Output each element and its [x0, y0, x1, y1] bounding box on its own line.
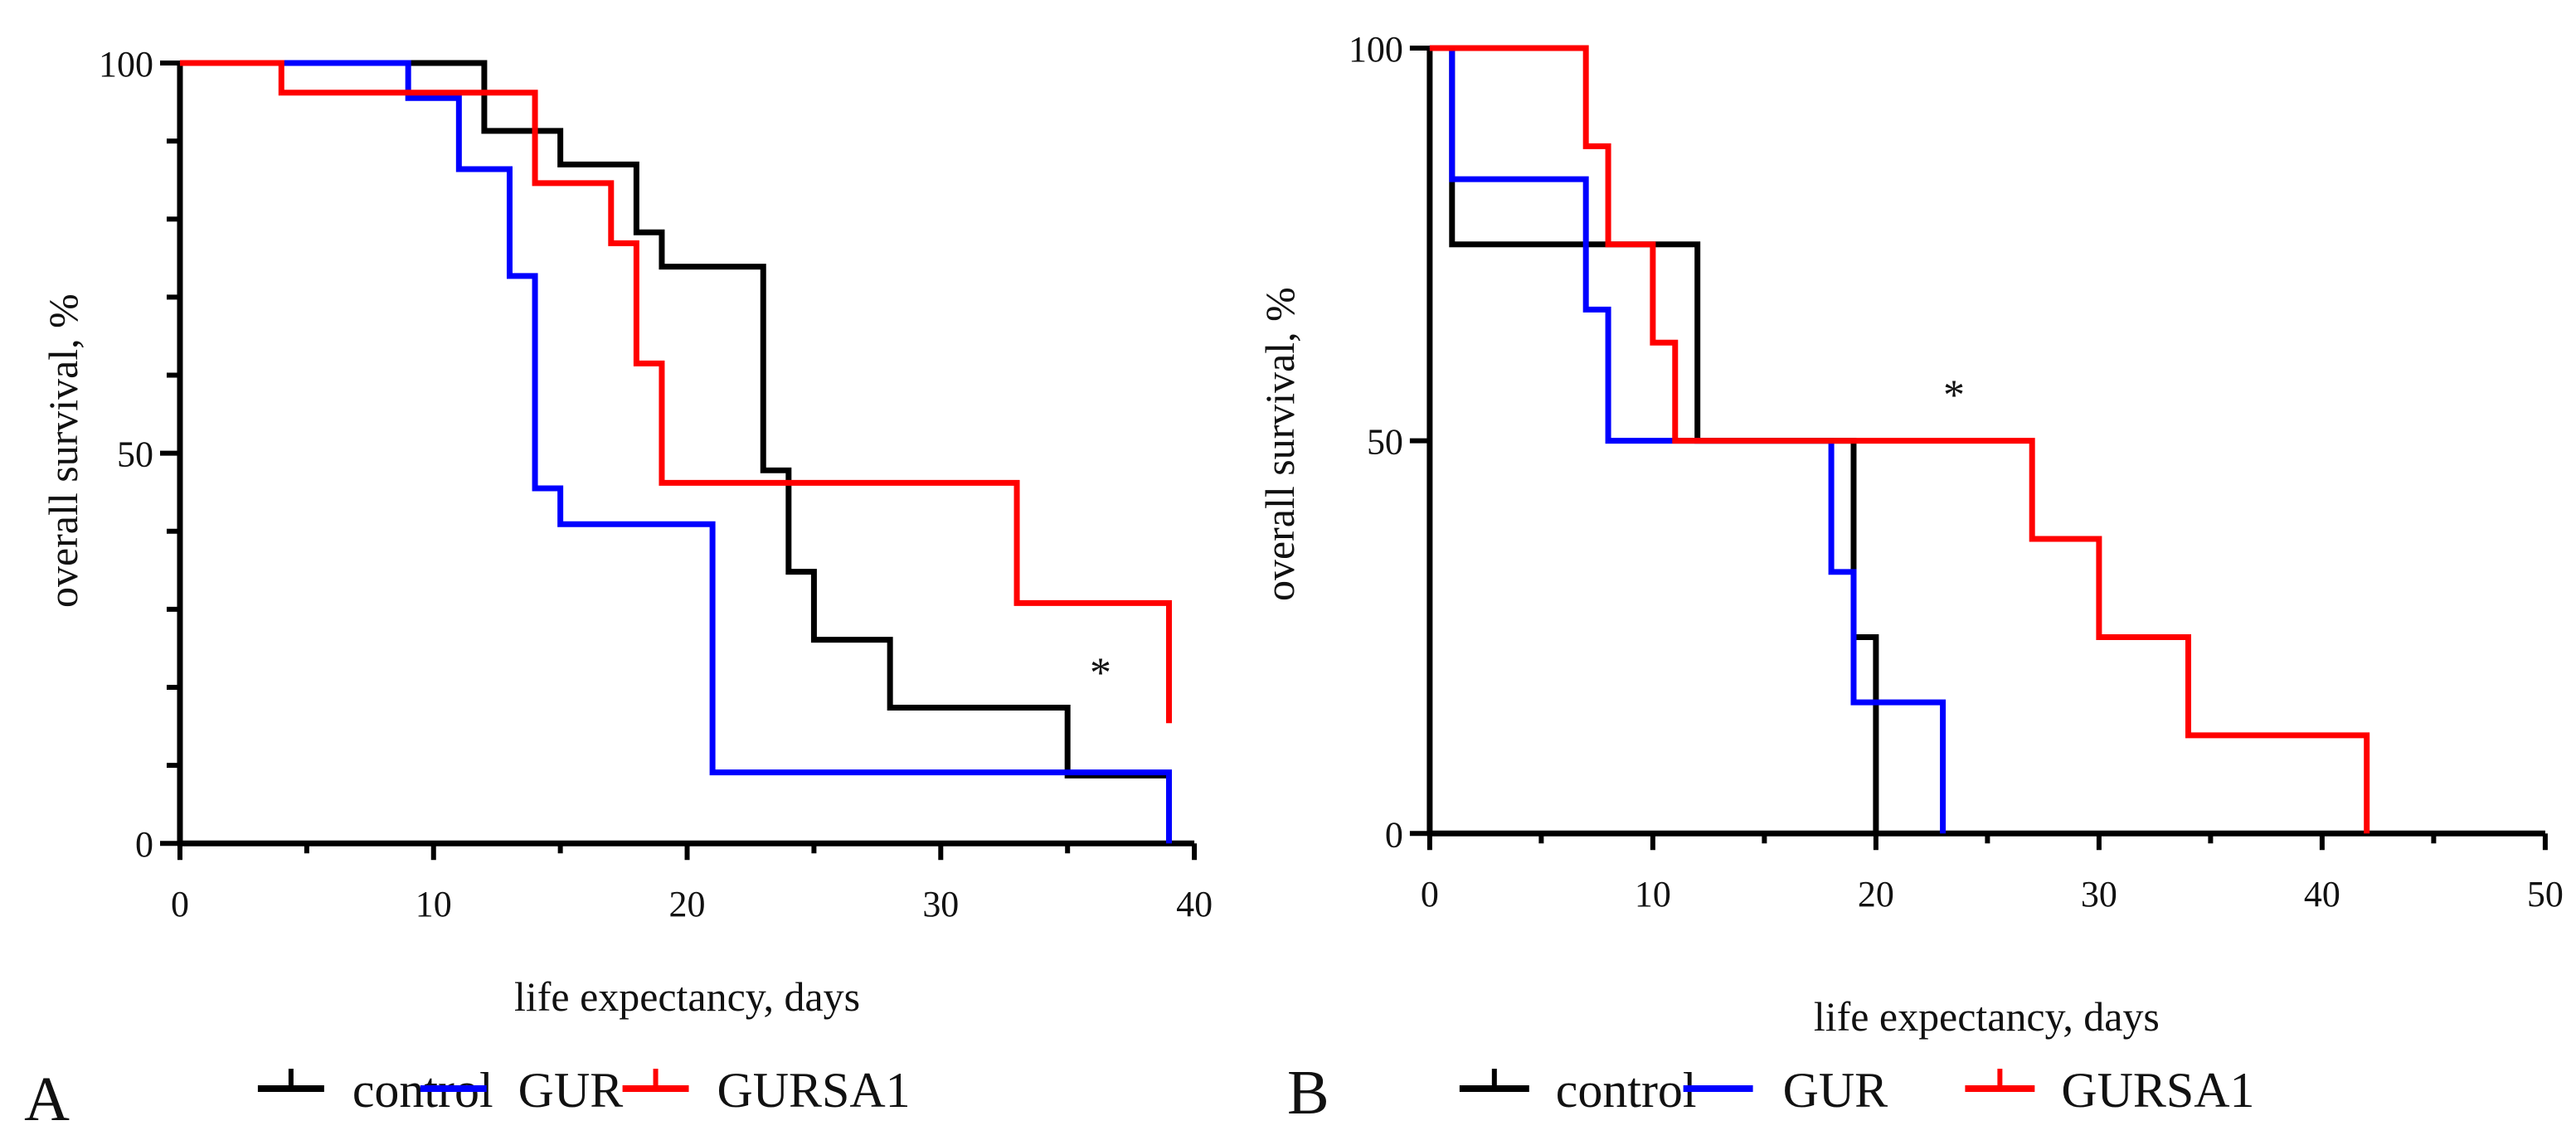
y-tick-label: 50: [117, 434, 153, 475]
survival-curve-gursa1: [179, 60, 1173, 724]
x-tick-label: 20: [669, 884, 706, 924]
survival-curve-control: [179, 60, 1169, 779]
x-tick-label: 50: [2527, 874, 2564, 914]
significance-marker: *: [1943, 371, 1965, 419]
survival-curve-gur: [1429, 45, 1947, 834]
y-tick-label: 100: [1349, 29, 1403, 70]
survival-curve-gursa1: [1429, 45, 2370, 834]
x-tick-label: 40: [2304, 874, 2340, 914]
x-tick-label: 30: [2081, 874, 2117, 914]
panel-label: B: [1287, 1058, 1329, 1128]
x-axis-label: life expectancy, days: [514, 973, 860, 1020]
y-tick-label: 0: [1385, 814, 1403, 855]
x-tick-label: 10: [1635, 874, 1671, 914]
legend-label: GUR: [518, 1063, 624, 1118]
y-tick-label: 0: [135, 824, 153, 865]
x-tick-label: 40: [1176, 884, 1213, 924]
x-tick-label: 0: [1421, 874, 1439, 914]
legend-label: GURSA1: [2061, 1063, 2254, 1118]
panel-b: life expectancy, days overall survival, …: [1256, 29, 2564, 1128]
legend-label: GUR: [1783, 1063, 1888, 1118]
legend-label: control: [1556, 1063, 1697, 1118]
x-tick-label: 10: [416, 884, 452, 924]
survival-curve-gur: [179, 60, 1173, 844]
y-tick-label: 50: [1367, 422, 1403, 463]
y-axis-label: overall survival, %: [1256, 287, 1303, 601]
y-axis-label: overall survival, %: [40, 293, 86, 608]
legend-label: GURSA1: [717, 1063, 911, 1118]
x-axis-label: life expectancy, days: [1814, 993, 2160, 1040]
panel-a: life expectancy, days overall survival, …: [24, 44, 1213, 1134]
y-tick-label: 100: [99, 44, 153, 85]
x-tick-label: 30: [922, 884, 959, 924]
x-tick-label: 20: [1858, 874, 1894, 914]
panel-label: A: [24, 1065, 70, 1134]
x-tick-label: 0: [171, 884, 189, 924]
significance-marker: *: [1090, 650, 1111, 697]
